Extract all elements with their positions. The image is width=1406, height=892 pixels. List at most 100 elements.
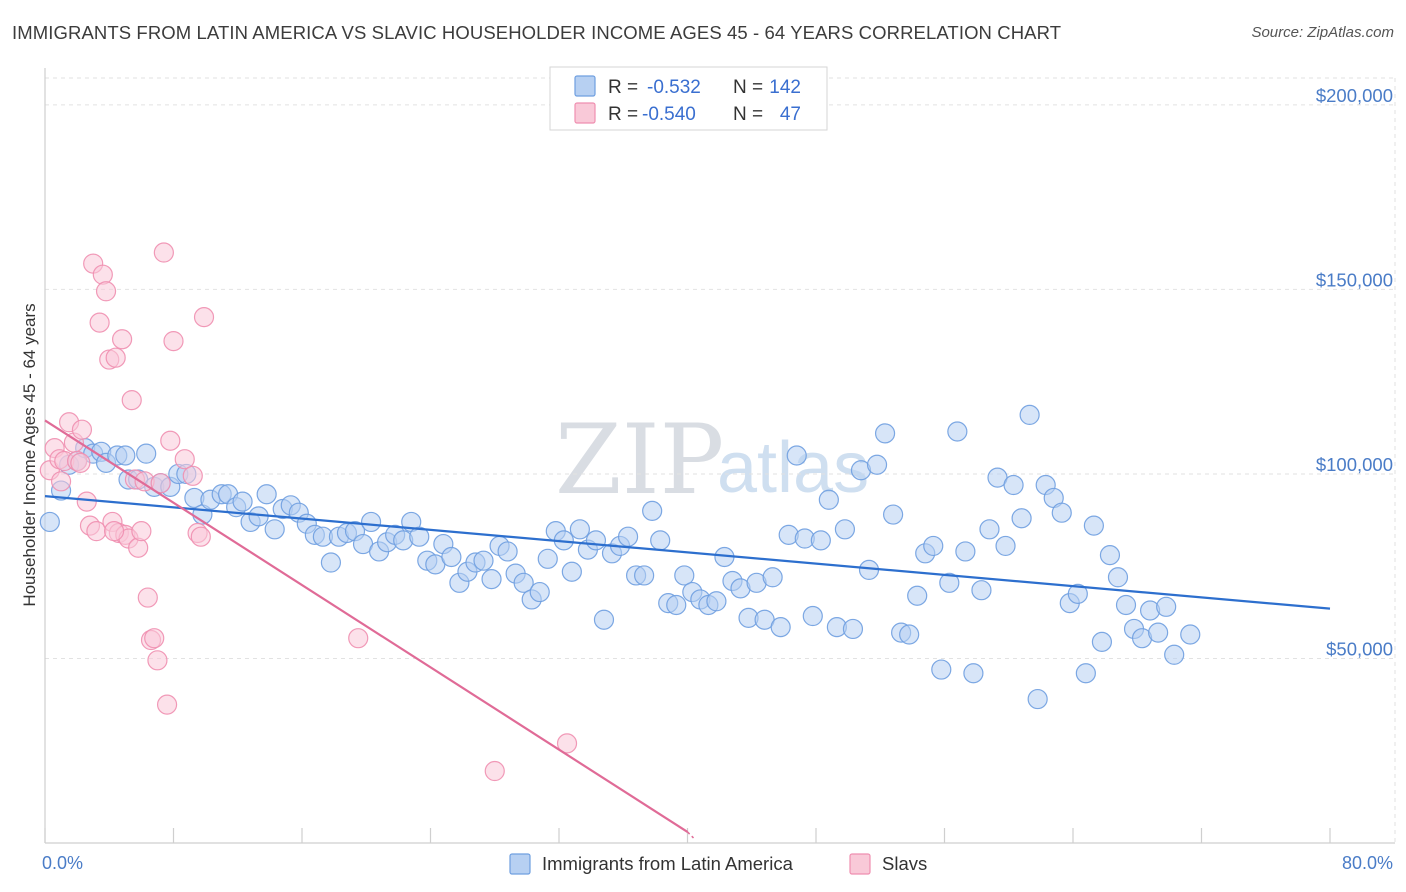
point-s1-33 xyxy=(156,694,178,715)
point-s0-74 xyxy=(634,565,655,586)
point-s0-114 xyxy=(955,541,976,562)
point-s0-116 xyxy=(971,580,992,601)
point-s0-55 xyxy=(481,569,502,590)
series-legend-swatch-latin-america xyxy=(509,853,531,875)
y-tick-label-50000: $50,000 xyxy=(1326,638,1393,659)
point-s0-40 xyxy=(360,511,382,533)
point-s0-69 xyxy=(593,609,615,630)
legend-swatch-pink xyxy=(574,102,596,124)
point-s1-13 xyxy=(92,264,113,285)
y-tick-label-150000: $150,000 xyxy=(1316,269,1393,290)
point-s0-129 xyxy=(1075,663,1096,684)
point-s0-78 xyxy=(666,594,687,616)
point-s1-34 xyxy=(160,430,181,451)
source-label: Source: ZipAtlas.com xyxy=(1251,24,1394,41)
point-s1-31 xyxy=(150,473,171,494)
point-s0-90 xyxy=(762,567,783,588)
legend-n-value-1: 142 xyxy=(769,77,801,98)
point-s0-121 xyxy=(1011,508,1032,529)
point-s0-104 xyxy=(874,423,896,444)
point-s1-43 xyxy=(50,471,72,492)
point-s1-29 xyxy=(144,628,165,649)
x-tick-label-max: 80.0% xyxy=(1342,853,1393,873)
point-s0-138 xyxy=(1148,622,1169,643)
point-s1-32 xyxy=(153,242,174,263)
trend-line-0 xyxy=(44,494,1331,610)
point-s0-57 xyxy=(497,541,518,562)
point-s1-14 xyxy=(95,281,117,302)
point-s0-140 xyxy=(1164,644,1185,665)
point-s0-130 xyxy=(1083,515,1104,536)
point-s0-111 xyxy=(931,659,952,680)
legend-swatch-blue xyxy=(574,75,596,97)
point-s0-0 xyxy=(39,511,60,533)
point-s1-42 xyxy=(556,733,578,754)
point-s0-131 xyxy=(1091,631,1113,652)
point-s0-76 xyxy=(650,530,671,551)
point-s1-17 xyxy=(105,347,126,368)
point-s0-132 xyxy=(1099,545,1121,566)
series-legend-slavs: Slavs xyxy=(882,853,927,874)
point-s0-128 xyxy=(1067,583,1088,604)
legend-n-label-2: N = xyxy=(733,104,763,125)
legend-r-label-2: R = xyxy=(608,104,638,125)
point-s1-45 xyxy=(103,521,125,542)
point-s0-126 xyxy=(1051,502,1072,523)
correlation-legend: R = -0.532 N = 142 R = -0.540 N = 47 xyxy=(549,66,828,131)
point-s1-46 xyxy=(190,526,211,547)
point-s0-105 xyxy=(882,504,904,525)
point-s1-25 xyxy=(131,521,152,542)
point-s0-122 xyxy=(1019,404,1040,426)
point-s0-95 xyxy=(802,605,823,627)
point-s1-30 xyxy=(147,650,168,671)
point-s0-68 xyxy=(585,530,607,551)
point-s0-72 xyxy=(617,526,639,547)
point-s0-117 xyxy=(979,519,1000,540)
point-s0-115 xyxy=(963,663,984,684)
point-s1-41 xyxy=(484,760,505,782)
point-s0-28 xyxy=(264,519,285,540)
trend-line-1-extension xyxy=(686,831,695,839)
point-s0-119 xyxy=(995,535,1016,557)
point-s0-9 xyxy=(115,445,136,466)
point-s0-24 xyxy=(232,491,253,512)
point-s1-24 xyxy=(128,537,149,558)
point-s0-75 xyxy=(642,500,663,521)
point-s1-35 xyxy=(163,330,184,352)
point-s0-96 xyxy=(810,530,831,551)
point-s1-8 xyxy=(76,491,97,512)
point-s0-62 xyxy=(537,548,558,569)
y-axis-label: Householder Income Ages 45 - 64 years xyxy=(20,303,39,606)
x-tick-label-min: 0.0% xyxy=(42,853,83,873)
point-s1-22 xyxy=(121,390,142,411)
series-1-points xyxy=(39,242,578,782)
point-s1-44 xyxy=(70,452,91,473)
legend-n-value-2: 47 xyxy=(780,104,801,125)
point-s0-12 xyxy=(136,443,157,464)
legend-r-value-1: -0.532 xyxy=(647,77,701,98)
point-s0-103 xyxy=(866,454,888,475)
point-s0-110 xyxy=(923,535,944,557)
point-s0-107 xyxy=(899,624,920,645)
legend-n-label-1: N = xyxy=(733,77,763,98)
point-s0-139 xyxy=(1156,596,1177,617)
series-legend: Immigrants from Latin America Slavs xyxy=(509,853,927,875)
point-s0-97 xyxy=(818,489,839,510)
chart-title: IMMIGRANTS FROM LATIN AMERICA VS SLAVIC … xyxy=(12,22,1062,43)
point-s0-50 xyxy=(441,546,462,568)
point-s0-65 xyxy=(561,561,582,582)
axes xyxy=(44,68,1395,844)
legend-r-label-1: R = xyxy=(608,77,638,98)
series-legend-swatch-slavs xyxy=(849,853,871,875)
point-s0-27 xyxy=(256,484,277,505)
point-s0-100 xyxy=(842,618,864,640)
tick-labels: $50,000 $100,000 $150,000 $200,000 0.0% 80.0% xyxy=(42,85,1393,873)
point-s1-40 xyxy=(348,628,369,649)
point-s0-123 xyxy=(1027,688,1048,710)
point-s0-54 xyxy=(473,550,494,571)
point-s1-39 xyxy=(193,307,215,328)
point-s1-19 xyxy=(111,329,133,350)
watermark: ZIP atlas xyxy=(555,404,869,516)
point-s0-59 xyxy=(513,572,534,593)
